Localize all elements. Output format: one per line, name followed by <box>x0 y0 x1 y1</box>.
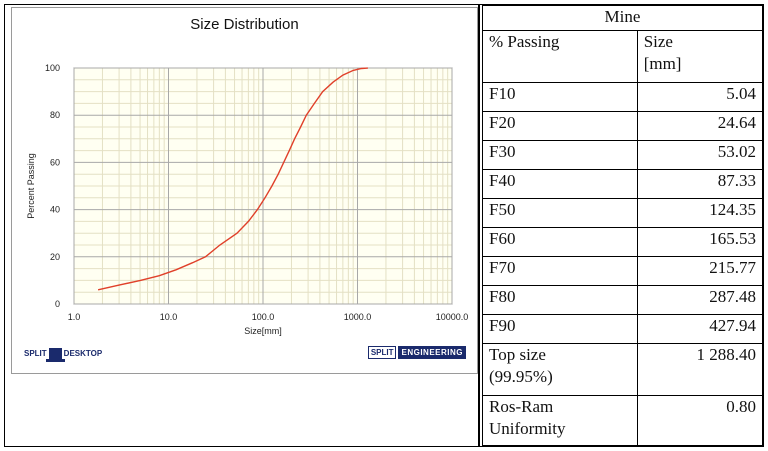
col-header-size: Size [mm] <box>636 30 764 83</box>
y-tick-label: 20 <box>50 252 60 262</box>
ros-ram-line2: Uniformity <box>489 419 566 438</box>
x-axis-label: Size[mm] <box>244 326 282 336</box>
y-tick-label: 40 <box>50 205 60 215</box>
ros-ram-value: 0.80 <box>636 395 764 446</box>
figure-table: Size Distribution 1.0 10.0 100.0 1000.0 1000… <box>4 4 764 447</box>
monitor-icon <box>45 348 65 362</box>
chart-panel: Size Distribution 1.0 10.0 100.0 1000.0 1000… <box>11 7 478 374</box>
y-tick-label: 100 <box>45 63 60 73</box>
row-label: F80 <box>482 285 638 315</box>
row-label: F60 <box>482 227 638 257</box>
size-distribution-chart: 1.0 10.0 100.0 1000.0 10000.0 0 20 40 60 80 100 Siz… <box>26 63 469 336</box>
col-header-size-line1: Size <box>643 32 673 51</box>
chart-title: Size Distribution <box>190 16 299 33</box>
row-label: F30 <box>482 140 638 170</box>
col-header-passing: % Passing <box>482 30 638 83</box>
table-title: Mine <box>482 5 763 31</box>
logo-right-word1: SPLIT <box>367 346 397 359</box>
top-size-label: Top size (99.95%) <box>482 343 638 396</box>
row-label: F70 <box>482 256 638 286</box>
row-value: 165.53 <box>636 227 764 257</box>
row-value: 87.33 <box>636 169 764 199</box>
col-header-size-line2: [mm] <box>643 54 682 73</box>
row-label: F20 <box>482 111 638 141</box>
y-tick-label: 60 <box>50 157 60 167</box>
logo-left-word1: SPLIT <box>24 349 47 358</box>
logo-right-word2: ENGINEERING <box>398 346 466 359</box>
y-tick-label: 80 <box>50 110 60 120</box>
chart-cell: Size Distribution 1.0 10.0 100.0 1000.0 1000… <box>5 5 480 446</box>
x-tick-label: 10.0 <box>160 312 178 322</box>
row-value: 427.94 <box>636 314 764 344</box>
split-engineering-logo: SPLIT ENGINEERING <box>367 346 467 359</box>
top-size-line1: Top size <box>489 345 546 364</box>
ros-ram-label: Ros-Ram Uniformity <box>482 395 638 446</box>
passing-curve <box>97 67 368 291</box>
row-value: 53.02 <box>636 140 764 170</box>
row-label: F50 <box>482 198 638 228</box>
ros-ram-line1: Ros-Ram <box>489 397 554 416</box>
row-value: 124.35 <box>636 198 764 228</box>
row-value: 5.04 <box>636 82 764 112</box>
top-size-line2: (99.95%) <box>489 367 553 386</box>
row-value: 24.64 <box>636 111 764 141</box>
y-tick-label: 0 <box>55 299 60 309</box>
logo-left-word2: DESKTOP <box>63 349 103 358</box>
row-label: F40 <box>482 169 638 199</box>
size-table: Mine % Passing Size [mm] F10 5.04 F20 24.6… <box>482 5 764 446</box>
top-size-value: 1 288.40 <box>636 343 764 396</box>
x-tick-label: 1000.0 <box>344 312 372 322</box>
row-label: F10 <box>482 82 638 112</box>
y-axis-label: Percent Passing <box>26 153 36 219</box>
x-tick-label: 10000.0 <box>436 312 469 322</box>
split-desktop-logo: SPLIT DESKTOP <box>24 348 103 362</box>
x-tick-label: 1.0 <box>68 312 81 322</box>
row-value: 215.77 <box>636 256 764 286</box>
row-value: 287.48 <box>636 285 764 315</box>
x-tick-label: 100.0 <box>252 312 275 322</box>
row-label: F90 <box>482 314 638 344</box>
